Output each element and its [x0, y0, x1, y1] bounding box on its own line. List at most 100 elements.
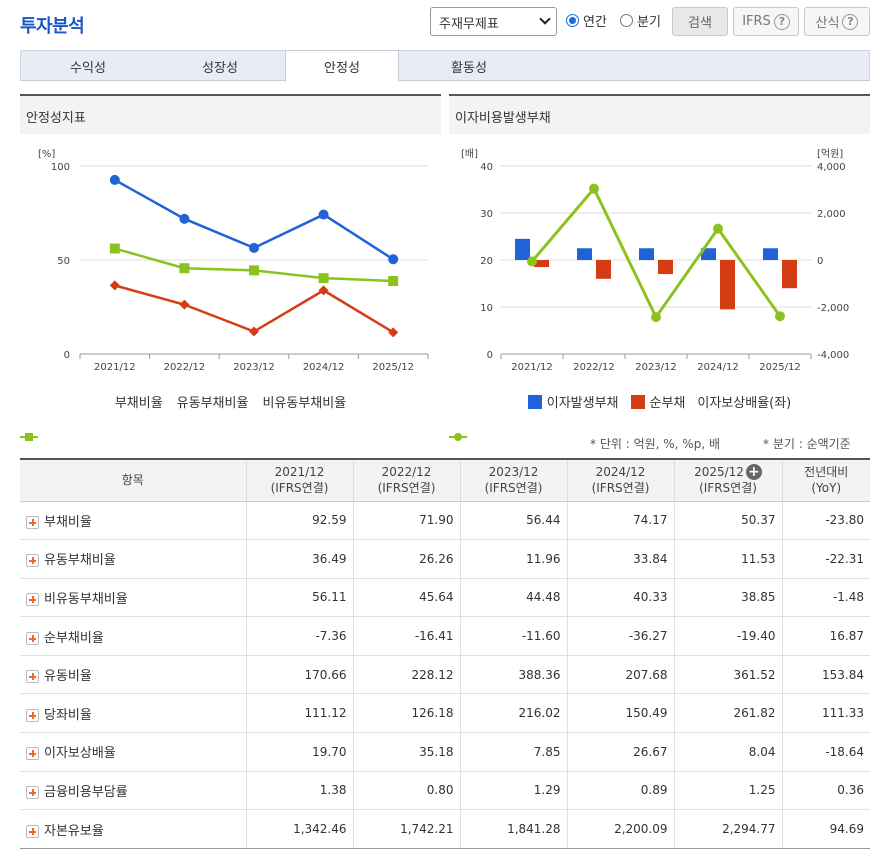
legend-item[interactable]: 이자발생부채: [527, 392, 619, 411]
data-point[interactable]: [109, 174, 120, 185]
y-tick-label-left: 40: [480, 162, 493, 173]
expand-plus-icon[interactable]: [26, 631, 39, 645]
bar[interactable]: [515, 238, 530, 260]
bar[interactable]: [720, 260, 735, 310]
tab-profitability[interactable]: 수익성: [70, 60, 106, 76]
data-point[interactable]: [388, 275, 399, 286]
tab-activity[interactable]: 활동성: [451, 60, 487, 76]
tab-stability[interactable]: 안정성: [285, 50, 399, 82]
expand-plus-icon[interactable]: [26, 747, 39, 761]
value-cell: 0.80: [352, 771, 460, 811]
value-cell: 2,294.77: [673, 809, 782, 849]
search-button[interactable]: 검색: [672, 7, 728, 36]
radio-annual[interactable]: 연간: [566, 11, 607, 30]
stability-table: 항목 2021/12 (IFRS연결) 2022/12 (IFRS연결) 2023/12(…: [20, 458, 870, 849]
data-point[interactable]: [589, 183, 599, 194]
expand-plus-icon[interactable]: [26, 670, 39, 684]
header-line2: (YoY): [811, 481, 842, 496]
value-cell: 26.67: [566, 732, 674, 772]
row-label: 유동부채비율: [44, 553, 116, 569]
stability-chart-panel: 안정성지표 [%] 0 50 100 2021/12 2022/12 2023/12 2024…: [20, 94, 441, 441]
bar[interactable]: [701, 248, 716, 260]
y-tick-label-right: 4,000: [817, 162, 846, 173]
legend-line-square-icon: [20, 433, 38, 441]
y-tick-label: 0: [64, 350, 70, 361]
data-point[interactable]: [388, 327, 399, 338]
data-point[interactable]: [388, 254, 399, 265]
y-tick-label: 50: [57, 256, 70, 267]
formula-help-button[interactable]: 산식 ?: [804, 7, 870, 36]
data-point[interactable]: [651, 312, 661, 323]
expand-plus-icon[interactable]: [26, 708, 39, 722]
value-cell: 33.84: [566, 539, 674, 579]
legend-item[interactable]: 부채비율: [20, 392, 163, 441]
x-tick-label: 2021/12: [94, 362, 136, 373]
table-row: 비유동부채비율 56.11 45.64 44.48 40.33 38.85 -1.48: [20, 578, 870, 618]
ifrs-help-button[interactable]: IFRS ?: [733, 7, 799, 36]
tab-growth[interactable]: 성장성: [202, 60, 238, 76]
bar[interactable]: [763, 248, 778, 260]
row-label: 순부채비율: [44, 630, 104, 646]
table-row: 순부채비율 -7.36 -16.41 -11.60 -36.27 -19.40 16.87: [20, 616, 870, 656]
data-point[interactable]: [318, 273, 329, 284]
column-header-item: 항목: [20, 459, 246, 502]
data-point[interactable]: [713, 223, 723, 234]
expand-plus-icon[interactable]: [26, 554, 39, 568]
series-line: [530, 185, 782, 321]
bar[interactable]: [596, 260, 611, 279]
row-label-cell: 자본유보율: [20, 809, 246, 849]
bar[interactable]: [534, 260, 549, 268]
row-label-cell: 당좌비율: [20, 693, 246, 734]
value-cell: 1,742.21: [352, 809, 460, 849]
y-tick-label-left: 10: [480, 303, 493, 314]
bar[interactable]: [658, 260, 673, 275]
value-cell: 45.64: [352, 578, 460, 618]
row-label: 금융비용부담률: [44, 784, 128, 800]
y-tick-label-left: 0: [487, 350, 493, 361]
data-point[interactable]: [179, 263, 190, 274]
expand-plus-icon[interactable]: [26, 824, 39, 838]
bar[interactable]: [577, 248, 592, 260]
data-point[interactable]: [527, 256, 537, 267]
value-cell: 228.12: [352, 655, 460, 695]
expand-plus-icon[interactable]: [26, 785, 39, 799]
bar[interactable]: [782, 260, 797, 289]
legend-label: 비유동부채비율: [262, 396, 347, 411]
header-line2: (IFRS연결): [270, 481, 329, 496]
data-point[interactable]: [775, 311, 785, 322]
data-point[interactable]: [249, 265, 259, 276]
value-cell: 1.25: [673, 771, 782, 811]
legend-item[interactable]: 비유동부채비율: [20, 392, 347, 441]
stability-line-chart: [%] 0 50 100 2021/12 2022/12 2023/12 2024/12 202…: [38, 149, 429, 373]
data-point[interactable]: [179, 213, 190, 224]
data-point[interactable]: [249, 242, 259, 253]
series-line: [114, 284, 394, 334]
data-point[interactable]: [318, 209, 329, 220]
legend-item[interactable]: 순부채: [630, 392, 685, 411]
row-label-cell: 이자보상배율: [20, 732, 246, 772]
expand-plus-icon[interactable]: [26, 592, 39, 606]
expand-plus-icon[interactable]: +: [745, 464, 762, 481]
legend-item[interactable]: 이자보상배율(좌): [449, 392, 791, 441]
data-point[interactable]: [179, 299, 190, 310]
data-point[interactable]: [109, 280, 120, 291]
radio-annual-label: 연간: [583, 15, 607, 30]
value-cell: 94.69: [781, 809, 870, 849]
expand-plus-icon[interactable]: [26, 515, 39, 529]
data-point[interactable]: [109, 243, 120, 254]
question-icon: ?: [773, 13, 790, 30]
radio-quarter[interactable]: 분기: [620, 11, 661, 30]
ifrs-label: IFRS: [742, 14, 771, 29]
value-cell: 1,342.46: [245, 809, 353, 849]
value-cell: 1.38: [245, 771, 353, 811]
interest-debt-chart-panel: 이자비용발생부채 [배] [억원] 0 10 20 30 40 -4,000 -2,000 0 2,…: [449, 94, 870, 441]
bar[interactable]: [639, 248, 654, 260]
value-cell: 36.49: [245, 539, 353, 579]
statement-type-select[interactable]: 주재무제표: [430, 7, 557, 36]
data-point[interactable]: [318, 285, 329, 296]
legend-item[interactable]: 유동부채비율: [20, 392, 248, 441]
row-label-cell: 금융비용부담률: [20, 771, 246, 811]
column-header: 2025/12 + (IFRS연결): [673, 459, 782, 502]
column-header: 2023/12 (IFRS연결): [459, 459, 567, 502]
data-point[interactable]: [249, 326, 259, 337]
